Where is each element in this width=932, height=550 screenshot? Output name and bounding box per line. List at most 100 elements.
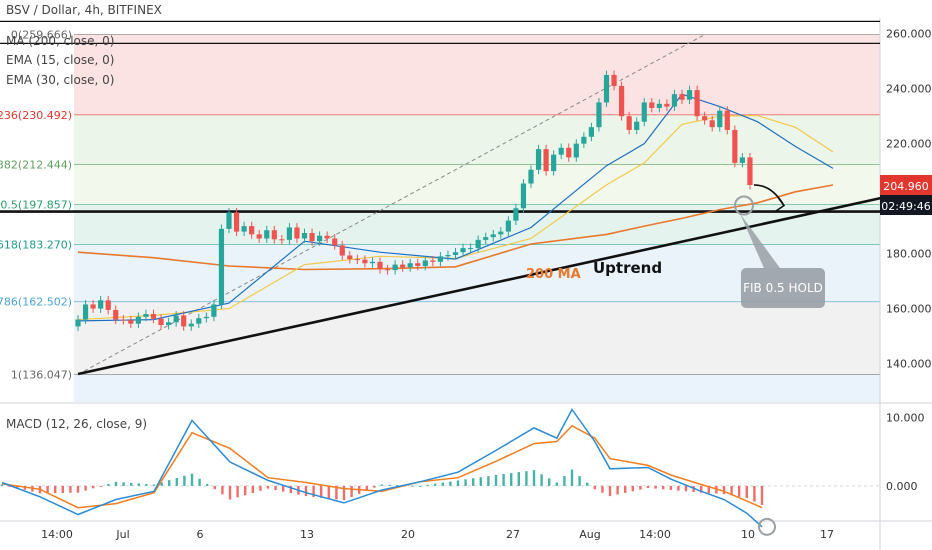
macd-histogram-bar — [388, 484, 391, 486]
macd-histogram-bar — [639, 485, 642, 490]
macd-histogram-bar — [92, 485, 95, 489]
candle-body — [75, 319, 81, 327]
uptrend-line — [77, 185, 932, 376]
candle-body — [437, 256, 443, 262]
candle-body — [498, 231, 504, 235]
y-tick-label: 160.000 — [886, 303, 932, 316]
fib-zone-5 — [74, 301, 880, 375]
candle-body — [218, 228, 225, 305]
x-tick-label: 14:00 — [41, 528, 73, 541]
candle-body — [384, 269, 391, 271]
candle-body — [143, 314, 149, 317]
macd-histogram-bar — [198, 478, 201, 486]
candle-body — [271, 230, 277, 240]
candle-body — [520, 183, 527, 209]
x-tick-label: 27 — [506, 528, 520, 541]
last-price-label: 204.960 — [883, 180, 929, 193]
candle-body — [739, 157, 745, 163]
macd-line — [1, 408, 763, 528]
countdown-badge — [880, 195, 932, 216]
macd-histogram-bar — [608, 485, 612, 497]
candle-body — [702, 116, 708, 121]
macd-histogram-bar — [730, 485, 733, 496]
candle-body — [105, 300, 111, 310]
candle-body — [82, 304, 89, 320]
chart-title: BSV / Dollar, 4h, BITFINEX — [6, 3, 162, 17]
candle-body — [724, 110, 730, 130]
macd-histogram-bar — [221, 485, 224, 495]
candle-body — [558, 147, 564, 155]
candle-body — [188, 323, 194, 327]
macd-histogram-bar — [289, 485, 292, 494]
macd-histogram-bar — [107, 483, 110, 486]
ema30-line — [77, 114, 834, 321]
x-tick-label: Aug — [579, 528, 600, 541]
macd-histogram-bar — [69, 485, 72, 493]
macd-histogram-bar — [160, 482, 163, 486]
candle-body — [686, 90, 693, 100]
macd-histogram-bar — [304, 485, 308, 497]
macd-histogram-bar — [145, 483, 148, 486]
macd-histogram-bar — [23, 485, 26, 490]
fib-zone-6 — [74, 374, 880, 402]
candle-body — [407, 263, 413, 268]
candle-body — [513, 208, 519, 221]
candle-body — [475, 239, 481, 249]
candle-body — [468, 248, 474, 250]
candle-body — [528, 169, 534, 184]
macd-histogram-bar — [684, 485, 688, 492]
macd-histogram-bar — [122, 482, 125, 486]
fib-level-label: 0.382(212.444) — [0, 158, 72, 171]
macd-histogram-bar — [213, 485, 216, 490]
macd-y-tick-label: 10.000 — [886, 412, 925, 425]
macd-histogram-bar — [175, 477, 178, 486]
y-tick-label: 260.000 — [886, 28, 932, 41]
macd-histogram-bar — [206, 483, 209, 486]
candle-body — [150, 314, 157, 319]
candle-body — [694, 90, 700, 117]
macd-histogram-bar — [16, 485, 19, 489]
macd-histogram-bar — [646, 485, 650, 488]
macd-histogram-bar — [350, 485, 353, 498]
fib-zone-2 — [74, 164, 880, 205]
macd-histogram-bar — [760, 485, 764, 505]
last-price-badge — [880, 175, 932, 196]
candle-body — [626, 116, 632, 130]
legend-ema30: EMA (30, close, 0) — [6, 73, 115, 87]
macd-histogram-bar — [282, 485, 285, 492]
candle-body — [392, 264, 398, 271]
candle-body — [128, 320, 134, 324]
macd-histogram-bar — [532, 470, 536, 486]
macd-histogram-bar — [738, 485, 741, 497]
candle-body — [362, 259, 368, 264]
candle-body — [588, 127, 594, 137]
candle-body — [422, 260, 428, 266]
candle-body — [483, 237, 489, 240]
macd-histogram-bar — [46, 485, 49, 494]
macd-histogram-bar — [449, 481, 452, 486]
candle-body — [543, 149, 549, 172]
macd-histogram-bar — [707, 485, 710, 494]
candle-body — [490, 234, 496, 238]
candle-body — [241, 226, 247, 232]
candle-body — [452, 252, 459, 255]
macd-y-tick-label: 0.000 — [886, 480, 918, 493]
candle-body — [196, 318, 202, 324]
candle-body — [551, 154, 557, 172]
macd-histogram-bar — [312, 485, 315, 497]
macd-histogram-bar — [593, 485, 596, 490]
macd-legend: MACD (12, 26, close, 9) — [6, 417, 148, 431]
macd-histogram-bar — [76, 485, 80, 493]
macd-histogram-bar — [441, 482, 444, 486]
macd-histogram-bar — [335, 485, 338, 500]
macd-histogram-bar — [472, 478, 475, 486]
candle-body — [211, 304, 217, 317]
candle-body — [460, 248, 466, 253]
macd-histogram-bar — [320, 485, 323, 498]
macd-histogram-bar — [517, 472, 520, 486]
macd-histogram-bar — [396, 485, 399, 487]
macd-histogram-bar — [274, 485, 277, 491]
macd-histogram-bar — [266, 485, 270, 489]
candle-body — [611, 74, 617, 86]
